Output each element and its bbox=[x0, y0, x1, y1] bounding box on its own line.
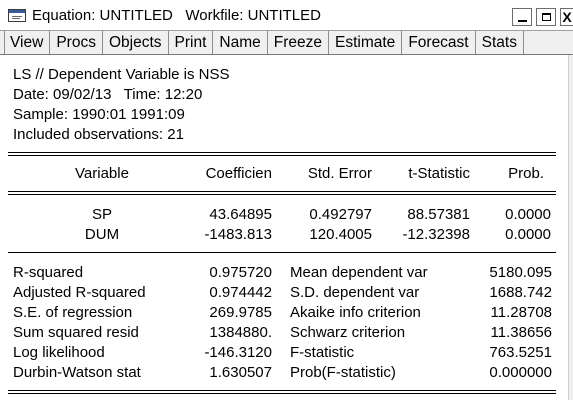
stat-label: Akaike info criterion bbox=[290, 304, 421, 321]
stat-value: 0.974442 bbox=[209, 284, 272, 301]
variable-name: DUM bbox=[84, 226, 120, 243]
stats-row: Log likelihood -146.3120 F-statistic 763.52… bbox=[0, 344, 573, 364]
col-header-coefficient: Coefficien bbox=[205, 165, 272, 182]
window-title: Equation: UNTITLED Workfile: UNTITLED bbox=[32, 7, 321, 24]
stat-value: 269.9785 bbox=[209, 304, 272, 321]
procs-button[interactable]: Procs bbox=[50, 31, 103, 54]
prob-value: 0.0000 bbox=[505, 226, 551, 243]
stat-value: 763.5251 bbox=[489, 344, 552, 361]
dependent-variable-line: LS // Dependent Variable is NSS bbox=[13, 66, 230, 83]
coefficient-value: -1483.813 bbox=[204, 226, 272, 243]
table-top-rule-1 bbox=[8, 152, 556, 153]
stats-row: S.E. of regression 269.9785 Akaike info cr… bbox=[0, 304, 573, 324]
col-header-t-statistic: t-Statistic bbox=[408, 165, 470, 182]
col-header-prob: Prob. bbox=[508, 165, 544, 182]
stats-row: Adjusted R-squared 0.974442 S.D. dependent… bbox=[0, 284, 573, 304]
coefficient-value: 43.64895 bbox=[209, 206, 272, 223]
prob-value: 0.0000 bbox=[505, 206, 551, 223]
table-row: SP 43.64895 0.492797 88.57381 0.0000 bbox=[0, 206, 573, 226]
stat-value: 0.975720 bbox=[209, 264, 272, 281]
forecast-button[interactable]: Forecast bbox=[402, 31, 476, 54]
coef-header-row: Variable Coefficien Std. Error t-Statist… bbox=[0, 165, 573, 185]
minimize-button[interactable] bbox=[512, 8, 532, 26]
stat-value: 0.000000 bbox=[489, 364, 552, 381]
objects-button[interactable]: Objects bbox=[102, 31, 169, 54]
print-button[interactable]: Print bbox=[168, 31, 214, 54]
maximize-icon bbox=[541, 13, 551, 21]
stats-bottom-rule-2 bbox=[8, 393, 556, 394]
close-icon: X bbox=[562, 9, 572, 25]
stats-row: R-squared 0.975720 Mean dependent var 5180.… bbox=[0, 264, 573, 284]
estimate-button[interactable]: Estimate bbox=[329, 31, 403, 54]
stat-value: 5180.095 bbox=[489, 264, 552, 281]
name-button[interactable]: Name bbox=[213, 31, 268, 54]
stat-label: R-squared bbox=[13, 264, 84, 281]
equation-toolbar: View Procs Objects Print Name Freeze Est… bbox=[0, 30, 573, 55]
stat-label: Durbin-Watson stat bbox=[13, 364, 141, 381]
stats-top-rule bbox=[8, 252, 556, 253]
sample-line: Sample: 1990:01 1991:09 bbox=[13, 106, 185, 123]
table-row: DUM -1483.813 120.4005 -12.32398 0.0000 bbox=[0, 226, 573, 246]
coef-header-rule-2 bbox=[8, 194, 556, 195]
t-statistic-value: -12.32398 bbox=[402, 226, 470, 243]
coef-header-rule-1 bbox=[8, 191, 556, 192]
stat-label: Mean dependent var bbox=[290, 264, 428, 281]
view-button[interactable]: View bbox=[4, 31, 51, 54]
stat-label: Log likelihood bbox=[13, 344, 105, 361]
minimize-icon bbox=[517, 20, 527, 22]
stat-value: 1688.742 bbox=[489, 284, 552, 301]
maximize-button[interactable] bbox=[536, 8, 556, 26]
std-error-value: 0.492797 bbox=[309, 206, 372, 223]
stat-label: Prob(F-statistic) bbox=[290, 364, 396, 381]
stat-label: S.E. of regression bbox=[13, 304, 133, 321]
table-top-rule-2 bbox=[8, 155, 556, 156]
equation-window-icon bbox=[8, 9, 26, 22]
stat-value: 1.630507 bbox=[209, 364, 272, 381]
stat-label: S.D. dependent var bbox=[290, 284, 420, 301]
date-time-line: Date: 09/02/13 Time: 12:20 bbox=[13, 86, 203, 103]
stats-bottom-rule-1 bbox=[8, 390, 556, 391]
stat-value: 1384880. bbox=[209, 324, 272, 341]
stat-value: 11.28708 bbox=[490, 304, 552, 321]
stat-value: 11.38656 bbox=[490, 324, 552, 341]
stat-label: Schwarz criterion bbox=[290, 324, 406, 341]
estimation-output: LS // Dependent Variable is NSS Date: 09… bbox=[0, 55, 573, 400]
stats-row: Durbin-Watson stat 1.630507 Prob(F-statist… bbox=[0, 364, 573, 384]
vertical-scrollbar[interactable] bbox=[568, 55, 573, 400]
col-header-std-error: Std. Error bbox=[307, 165, 372, 182]
freeze-button[interactable]: Freeze bbox=[267, 31, 329, 54]
title-bar[interactable]: Equation: UNTITLED Workfile: UNTITLED X bbox=[0, 0, 573, 30]
stat-label: Adjusted R-squared bbox=[13, 284, 146, 301]
stat-value: -146.3120 bbox=[204, 344, 272, 361]
stat-label: F-statistic bbox=[290, 344, 355, 361]
col-header-variable: Variable bbox=[75, 165, 129, 182]
std-error-value: 120.4005 bbox=[309, 226, 372, 243]
stat-label: Sum squared resid bbox=[13, 324, 139, 341]
observations-line: Included observations: 21 bbox=[13, 126, 184, 143]
stats-button[interactable]: Stats bbox=[475, 31, 524, 54]
variable-name: SP bbox=[91, 206, 112, 223]
stats-row: Sum squared resid 1384880. Schwarz criteri… bbox=[0, 324, 573, 344]
close-button[interactable]: X bbox=[560, 8, 573, 26]
t-statistic-value: 88.57381 bbox=[407, 206, 470, 223]
